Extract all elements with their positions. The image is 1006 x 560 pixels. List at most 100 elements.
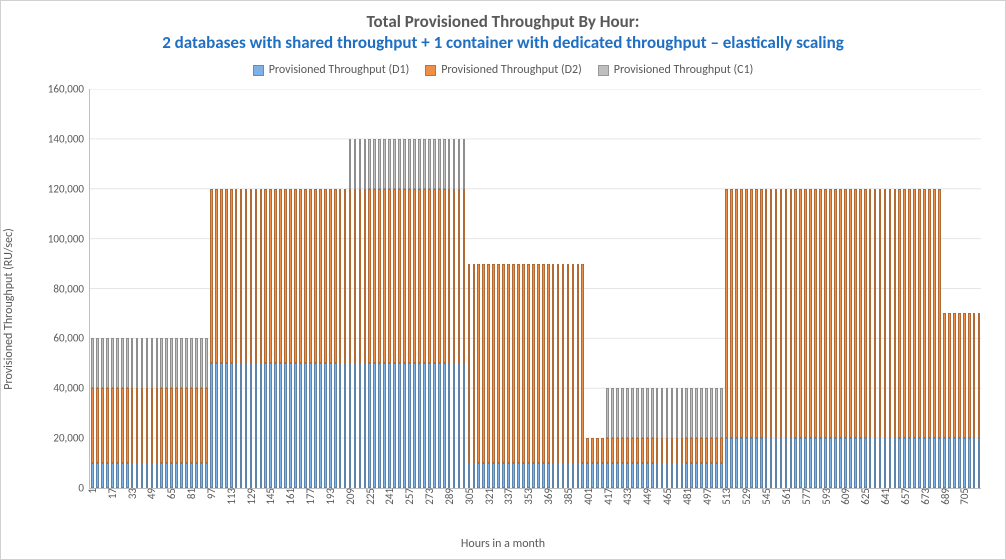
bar-segment-c1 <box>156 338 159 388</box>
bar-segment-d1 <box>948 438 951 488</box>
bar-segment-d1 <box>829 438 832 488</box>
bar-segment-d1 <box>230 363 233 488</box>
bar-segment-d2 <box>284 189 287 364</box>
bar-segment-d2 <box>96 388 99 463</box>
bar-segment-d2 <box>388 189 391 364</box>
bar-segment-d1 <box>195 463 198 488</box>
bar-segment-d1 <box>101 463 104 488</box>
bar-segment-d2 <box>581 264 584 464</box>
bar-segment-d2 <box>473 264 476 464</box>
bar-segment-d1 <box>894 438 897 488</box>
bar-segment-c1 <box>141 338 144 388</box>
bar-segment-d1 <box>373 363 376 488</box>
bar-segment-d1 <box>606 463 609 488</box>
bar-segment-d1 <box>190 463 193 488</box>
bar-segment-d1 <box>497 463 500 488</box>
bar-segment-d1 <box>690 463 693 488</box>
bar-segment-d2 <box>884 189 887 438</box>
bar-segment-d2 <box>586 438 589 463</box>
bar-segment-d2 <box>344 189 347 364</box>
bar-segment-c1 <box>710 388 713 438</box>
bar-segment-d2 <box>809 189 812 438</box>
bar-segment-d1 <box>354 363 357 488</box>
bar-segment-d2 <box>477 264 480 464</box>
bar-segment-d2 <box>676 438 679 463</box>
x-tick-label: 433 <box>621 488 634 505</box>
bar-segment-d2 <box>859 189 862 438</box>
bar-segment-c1 <box>681 388 684 438</box>
bar-segment-d1 <box>903 438 906 488</box>
y-tick-label: 80,000 <box>53 282 90 295</box>
bar-segment-d2 <box>626 438 629 463</box>
bar-segment-d2 <box>458 189 461 364</box>
bar-segment-d1 <box>681 463 684 488</box>
bar-segment-d1 <box>834 438 837 488</box>
bar-segment-d2 <box>562 264 565 464</box>
bar-segment-d1 <box>879 438 882 488</box>
bar-segment-d2 <box>661 438 664 463</box>
x-tick-label: 353 <box>522 488 535 505</box>
x-tick-label: 529 <box>740 488 753 505</box>
bar-segment-d1 <box>453 363 456 488</box>
bar-segment-d1 <box>730 438 733 488</box>
bar-segment-c1 <box>383 139 386 189</box>
legend-item-c1: Provisioned Throughput (C1) <box>598 63 754 77</box>
bar-segment-d2 <box>918 189 921 438</box>
bar-segment-d2 <box>656 438 659 463</box>
bar-segment-d2 <box>760 189 763 438</box>
bar-segment-d2 <box>141 388 144 463</box>
bar-segment-c1 <box>378 139 381 189</box>
bar-segment-c1 <box>695 388 698 438</box>
bar-segment-d2 <box>507 264 510 464</box>
bar-segment-c1 <box>200 338 203 388</box>
bar-segment-d1 <box>393 363 396 488</box>
x-tick-label: 465 <box>661 488 674 505</box>
bar-segment-d2 <box>948 313 951 438</box>
bar-segment-d1 <box>403 363 406 488</box>
bar-segment-d1 <box>180 463 183 488</box>
bar-segment-d1 <box>329 363 332 488</box>
bar-segment-d2 <box>443 189 446 364</box>
bar-segment-c1 <box>656 388 659 438</box>
bar-segment-d1 <box>938 438 941 488</box>
bar-segment-d1 <box>106 463 109 488</box>
bar-segment-d1 <box>611 463 614 488</box>
legend-swatch-icon <box>598 65 609 76</box>
bar-segment-d2 <box>690 438 693 463</box>
bar-segment-d2 <box>715 438 718 463</box>
bar-segment-d2 <box>463 189 466 364</box>
bar-segment-c1 <box>631 388 634 438</box>
bar-segment-d1 <box>953 438 956 488</box>
bar-segment-c1 <box>106 338 109 388</box>
bar-segment-d2 <box>740 189 743 438</box>
bar-segment-c1 <box>398 139 401 189</box>
bar-segment-d2 <box>170 388 173 463</box>
bar-segment-d1 <box>854 438 857 488</box>
bar-segment-d2 <box>844 189 847 438</box>
bar-segment-d1 <box>631 463 634 488</box>
bar-segment-d1 <box>334 363 337 488</box>
bar-segment-d1 <box>785 438 788 488</box>
bar-segment-d2 <box>700 438 703 463</box>
bar-segment-d1 <box>131 463 134 488</box>
bar-segment-d2 <box>735 189 738 438</box>
bar-segment-d1 <box>750 438 753 488</box>
bar-segment-d1 <box>685 463 688 488</box>
bar-segment-d2 <box>923 189 926 438</box>
bar-segment-d1 <box>146 463 149 488</box>
bar-segment-d1 <box>869 438 872 488</box>
bar-segment-d1 <box>913 438 916 488</box>
bar-segment-d1 <box>121 463 124 488</box>
bar-segment-d2 <box>864 189 867 438</box>
bar-segment-d2 <box>725 189 728 438</box>
bar-segment-d2 <box>393 189 396 364</box>
bar-segment-d1 <box>284 363 287 488</box>
bar-segment-d2 <box>720 438 723 463</box>
x-tick-label: 689 <box>939 488 952 505</box>
bar-segment-d2 <box>245 189 248 364</box>
y-tick-label: 20,000 <box>53 432 90 445</box>
bar-segment-d2 <box>418 189 421 364</box>
bar-segment-d1 <box>809 438 812 488</box>
bar-segment-d2 <box>775 189 778 438</box>
bar-segment-d1 <box>601 463 604 488</box>
